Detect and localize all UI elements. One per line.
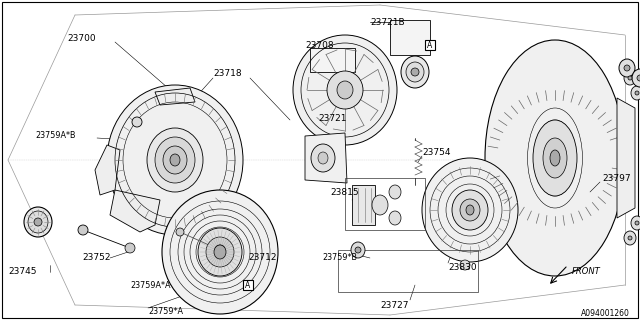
Ellipse shape [198,228,242,276]
Ellipse shape [170,154,180,166]
Text: 23754: 23754 [422,148,451,156]
Ellipse shape [372,195,388,215]
Text: A: A [245,281,251,290]
Ellipse shape [355,247,361,253]
Ellipse shape [624,65,630,71]
Text: 23718: 23718 [213,68,242,77]
Ellipse shape [460,260,470,270]
Text: FRONT: FRONT [572,268,601,276]
Ellipse shape [337,81,353,99]
Text: 23708: 23708 [305,41,333,50]
Ellipse shape [327,71,363,109]
Ellipse shape [389,185,401,199]
Ellipse shape [206,237,234,267]
Ellipse shape [550,150,560,166]
Ellipse shape [533,120,577,196]
Polygon shape [305,133,347,183]
Ellipse shape [452,190,488,230]
Text: 23759A*A: 23759A*A [130,281,170,290]
Ellipse shape [215,245,225,255]
Bar [425,40,435,50]
Polygon shape [95,145,120,195]
Polygon shape [617,98,635,218]
Ellipse shape [460,199,480,221]
Ellipse shape [176,228,184,236]
Text: 23759*B: 23759*B [322,253,357,262]
Ellipse shape [485,40,625,276]
Text: A094001260: A094001260 [581,308,630,317]
Ellipse shape [619,59,635,77]
Polygon shape [155,88,195,105]
Polygon shape [390,20,430,55]
Ellipse shape [631,216,640,230]
Text: A: A [428,41,433,50]
Ellipse shape [624,71,636,85]
Polygon shape [352,185,375,225]
Ellipse shape [543,138,567,178]
Text: 23745: 23745 [8,268,36,276]
Ellipse shape [293,35,397,145]
Ellipse shape [631,86,640,100]
Text: 23815: 23815 [330,188,358,196]
Ellipse shape [155,137,195,183]
Ellipse shape [635,91,639,95]
Text: 23759A*B: 23759A*B [35,131,76,140]
Text: 23721: 23721 [318,114,346,123]
Text: 23752: 23752 [82,253,111,262]
Ellipse shape [351,242,365,258]
Bar [345,178,425,230]
Polygon shape [110,190,160,232]
Ellipse shape [107,85,243,235]
Text: 23721B: 23721B [370,18,404,27]
Ellipse shape [24,207,52,237]
Ellipse shape [132,117,142,127]
Ellipse shape [318,152,328,164]
Text: 23759*A: 23759*A [148,308,183,316]
Ellipse shape [635,221,639,225]
Ellipse shape [637,75,640,81]
Ellipse shape [422,158,518,262]
Ellipse shape [162,190,278,314]
Bar [243,280,253,290]
Ellipse shape [311,144,335,172]
Ellipse shape [624,231,636,245]
Ellipse shape [78,225,88,235]
Text: 23830: 23830 [448,263,477,273]
Text: 23727: 23727 [380,300,408,309]
Ellipse shape [466,205,474,215]
Ellipse shape [632,69,640,87]
Ellipse shape [411,68,419,76]
Polygon shape [310,48,355,72]
Ellipse shape [628,236,632,240]
Ellipse shape [125,243,135,253]
Ellipse shape [401,56,429,88]
Ellipse shape [34,218,42,226]
Ellipse shape [628,76,632,80]
Ellipse shape [406,62,424,82]
Ellipse shape [163,146,187,174]
Text: 23712: 23712 [248,253,276,262]
Bar [338,250,478,292]
Ellipse shape [147,128,203,192]
Ellipse shape [389,211,401,225]
Text: 23797: 23797 [602,173,630,182]
Ellipse shape [214,245,226,259]
Ellipse shape [28,211,48,233]
Text: 23700: 23700 [67,34,95,43]
